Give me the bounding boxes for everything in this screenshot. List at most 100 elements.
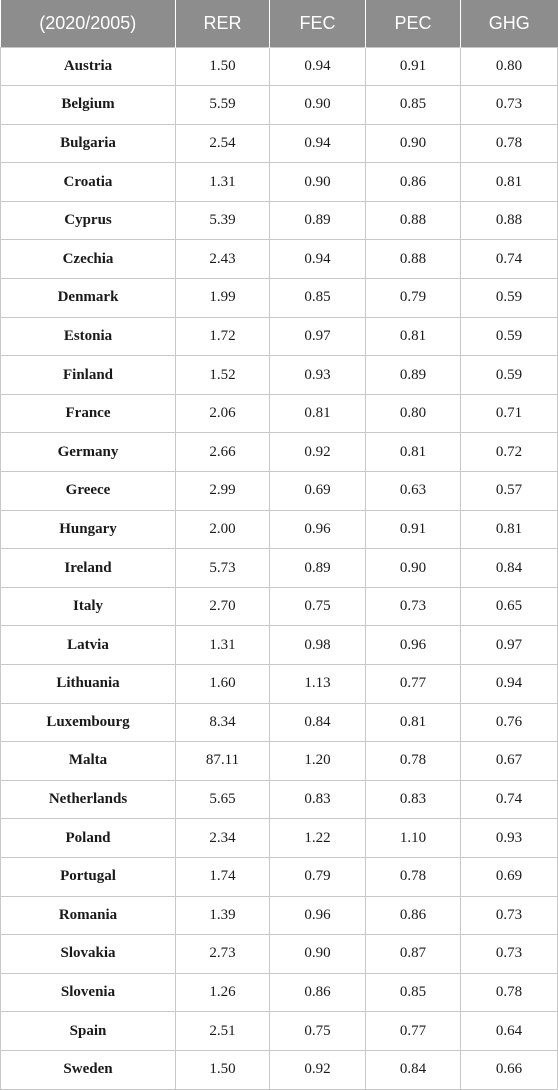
ghg-cell: 0.81 xyxy=(460,162,558,202)
country-cell: Romania xyxy=(0,895,176,936)
ghg-cell: 0.59 xyxy=(460,355,558,395)
table-row: Greece 2.99 0.69 0.63 0.57 xyxy=(0,471,558,511)
ghg-cell: 0.69 xyxy=(460,856,558,897)
pec-cell: 0.91 xyxy=(365,509,461,550)
table-row: Netherlands 5.65 0.83 0.83 0.74 xyxy=(0,779,558,820)
header-rer: RER xyxy=(175,0,270,47)
fec-cell: 0.96 xyxy=(269,509,366,550)
table-row: Spain 2.51 0.75 0.77 0.64 xyxy=(0,1011,558,1051)
table-row: Latvia 1.31 0.98 0.96 0.97 xyxy=(0,625,558,665)
rer-cell: 87.11 xyxy=(175,741,270,781)
pec-cell: 0.77 xyxy=(365,664,461,704)
fec-cell: 0.86 xyxy=(269,972,366,1013)
country-cell: Sweden xyxy=(0,1049,176,1090)
table-body: Austria 1.50 0.94 0.91 0.80 Belgium 5.59 0.90 0.… xyxy=(0,46,558,1090)
fec-cell: 0.89 xyxy=(269,200,366,241)
pec-cell: 0.96 xyxy=(365,625,461,665)
ghg-cell: 0.78 xyxy=(460,972,558,1013)
pec-cell: 0.89 xyxy=(365,355,461,395)
fec-cell: 0.94 xyxy=(269,46,366,87)
pec-cell: 0.86 xyxy=(365,895,461,936)
pec-cell: 0.85 xyxy=(365,972,461,1013)
ghg-cell: 0.84 xyxy=(460,548,558,588)
pec-cell: 0.90 xyxy=(365,548,461,588)
ghg-cell: 0.64 xyxy=(460,1011,558,1051)
country-cell: Croatia xyxy=(0,162,176,202)
country-cell: Luxembourg xyxy=(0,702,176,743)
country-cell: Germany xyxy=(0,432,176,473)
rer-cell: 5.59 xyxy=(175,85,270,125)
pec-cell: 0.63 xyxy=(365,471,461,511)
rer-cell: 1.72 xyxy=(175,316,270,357)
header-pec: PEC xyxy=(365,0,461,47)
fec-cell: 0.94 xyxy=(269,123,366,164)
pec-cell: 0.78 xyxy=(365,856,461,897)
ghg-cell: 0.74 xyxy=(460,779,558,820)
fec-cell: 0.97 xyxy=(269,316,366,357)
rer-cell: 1.50 xyxy=(175,46,270,87)
rer-cell: 2.00 xyxy=(175,509,270,550)
country-cell: Ireland xyxy=(0,548,176,588)
rer-cell: 2.51 xyxy=(175,1011,270,1051)
country-cell: Netherlands xyxy=(0,779,176,820)
ghg-cell: 0.67 xyxy=(460,741,558,781)
table-row: Croatia 1.31 0.90 0.86 0.81 xyxy=(0,162,558,202)
pec-cell: 0.88 xyxy=(365,200,461,241)
fec-cell: 0.90 xyxy=(269,85,366,125)
ghg-cell: 0.93 xyxy=(460,818,558,858)
fec-cell: 1.22 xyxy=(269,818,366,858)
country-cell: Spain xyxy=(0,1011,176,1051)
ghg-cell: 0.78 xyxy=(460,123,558,164)
rer-cell: 2.99 xyxy=(175,471,270,511)
country-cell: Finland xyxy=(0,355,176,395)
header-ghg: GHG xyxy=(488,12,530,33)
pec-cell: 0.80 xyxy=(365,393,461,434)
country-cell: Slovenia xyxy=(0,972,176,1013)
fec-cell: 0.92 xyxy=(269,1049,366,1090)
table-header: (2020/2005) RER FEC PEC GHG xyxy=(0,0,558,47)
table-row: Luxembourg 8.34 0.84 0.81 0.76 xyxy=(0,702,558,743)
pec-cell: 0.81 xyxy=(365,316,461,357)
table-row: Portugal 1.74 0.79 0.78 0.69 xyxy=(0,856,558,897)
table-row: Estonia 1.72 0.97 0.81 0.59 xyxy=(0,316,558,357)
rer-cell: 1.52 xyxy=(175,355,270,395)
table-row: Finland 1.52 0.93 0.89 0.59 xyxy=(0,355,558,395)
ghg-cell: 0.66 xyxy=(460,1049,558,1090)
country-cell: Austria xyxy=(0,46,176,87)
country-cell: Portugal xyxy=(0,856,176,897)
fec-cell: 0.90 xyxy=(269,162,366,202)
fec-cell: 0.94 xyxy=(269,239,366,280)
pec-cell: 0.78 xyxy=(365,741,461,781)
rer-cell: 2.43 xyxy=(175,239,270,280)
country-cell: Lithuania xyxy=(0,664,176,704)
ghg-cell: 0.73 xyxy=(460,895,558,936)
fec-cell: 0.96 xyxy=(269,895,366,936)
pec-cell: 0.86 xyxy=(365,162,461,202)
rer-cell: 1.39 xyxy=(175,895,270,936)
pec-cell: 0.84 xyxy=(365,1049,461,1090)
country-cell: Cyprus xyxy=(0,200,176,241)
ghg-cell: 0.88 xyxy=(460,200,558,241)
ghg-cell: 0.73 xyxy=(460,934,558,974)
table-row: Hungary 2.00 0.96 0.91 0.81 xyxy=(0,509,558,550)
rer-cell: 8.34 xyxy=(175,702,270,743)
country-cell: Czechia xyxy=(0,239,176,280)
pec-cell: 0.79 xyxy=(365,278,461,318)
country-cell: Denmark xyxy=(0,278,176,318)
rer-cell: 2.54 xyxy=(175,123,270,164)
table-row: Ireland 5.73 0.89 0.90 0.84 xyxy=(0,548,558,588)
table-row: Cyprus 5.39 0.89 0.88 0.88 xyxy=(0,200,558,241)
country-cell: Greece xyxy=(0,471,176,511)
pec-cell: 0.88 xyxy=(365,239,461,280)
ghg-cell: 0.80 xyxy=(460,46,558,87)
rer-cell: 2.70 xyxy=(175,586,270,627)
rer-cell: 5.65 xyxy=(175,779,270,820)
fec-cell: 0.98 xyxy=(269,625,366,665)
country-cell: Slovakia xyxy=(0,934,176,974)
ghg-cell: 0.59 xyxy=(460,316,558,357)
fec-cell: 0.89 xyxy=(269,548,366,588)
table-row: Czechia 2.43 0.94 0.88 0.74 xyxy=(0,239,558,280)
table-row: Germany 2.66 0.92 0.81 0.72 xyxy=(0,432,558,473)
ghg-cell: 0.59 xyxy=(460,278,558,318)
table-row: Denmark 1.99 0.85 0.79 0.59 xyxy=(0,278,558,318)
